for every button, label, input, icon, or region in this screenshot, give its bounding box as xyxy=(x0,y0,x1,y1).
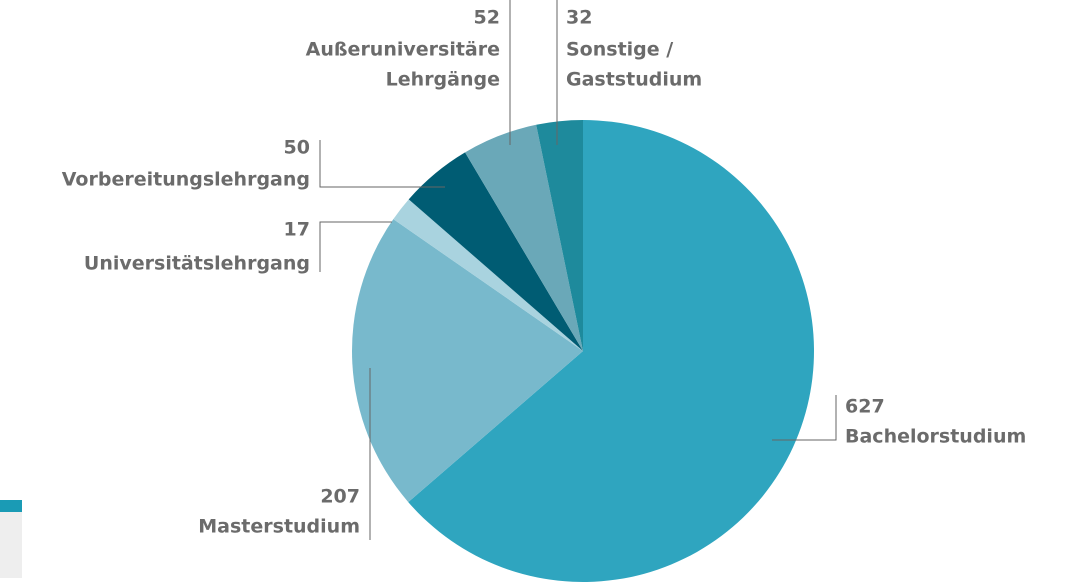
value-label: 52 xyxy=(474,7,500,29)
category-label: Vorbereitungslehrgang xyxy=(62,169,310,191)
leader-line xyxy=(319,221,392,272)
pie-slice xyxy=(351,219,583,503)
category-label: Lehrgänge xyxy=(386,69,500,91)
value-label: 17 xyxy=(284,219,310,241)
leader-line xyxy=(772,395,837,441)
value-label: 627 xyxy=(845,396,885,418)
pie-slice xyxy=(408,120,814,582)
leader-line xyxy=(319,140,445,188)
pie-slice xyxy=(393,199,583,351)
value-label: 207 xyxy=(320,486,360,508)
pie-slice xyxy=(465,124,583,351)
pie-slice xyxy=(408,152,583,351)
category-label: Bachelorstudium xyxy=(845,426,1026,448)
category-label: Gaststudium xyxy=(566,69,702,91)
decor-panel xyxy=(0,512,22,578)
value-label: 32 xyxy=(566,7,592,29)
category-label: Universitätslehrgang xyxy=(84,253,310,275)
category-label: Außeruniversitäre xyxy=(306,39,500,61)
pie-slice xyxy=(536,120,583,351)
category-label: Masterstudium xyxy=(198,516,360,538)
decor-bar xyxy=(0,500,22,512)
category-label: Sonstige / xyxy=(566,39,673,61)
value-label: 50 xyxy=(284,137,310,159)
